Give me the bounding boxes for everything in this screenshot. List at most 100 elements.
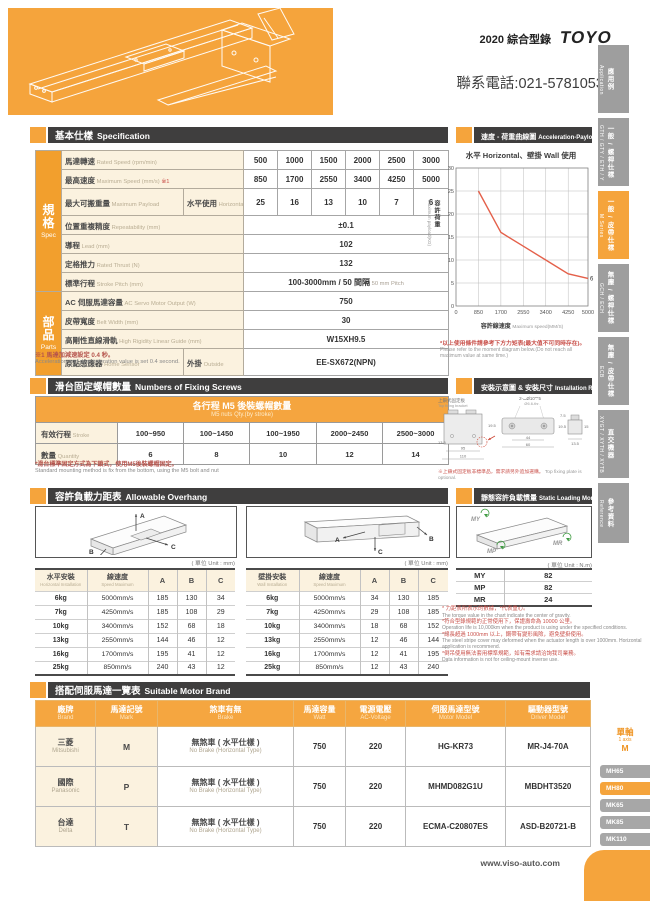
svg-text:5000: 5000 (582, 310, 594, 316)
overhang-data-row: 6kg 5000mm/s 34 130 185 (246, 590, 448, 605)
overhang-value: 12 (359, 646, 389, 661)
website-link[interactable]: www.viso-auto.com (480, 858, 560, 868)
svg-text:6: 6 (590, 276, 594, 282)
install-note-en: Top fixing plate is optional. (438, 470, 582, 481)
spec-value: 750 (243, 291, 450, 311)
svg-text:1700: 1700 (495, 310, 507, 316)
spec-row-label: 位置重複精度 Repeatability (mm) (60, 215, 245, 235)
moment-row: MR 24 (456, 593, 592, 606)
overhang-value: 152 (417, 618, 448, 633)
spec-row-sublabel: 外掛 Outside (182, 348, 245, 376)
motor-model: MHMD082G1U (405, 766, 506, 807)
overhang-load: 6kg (246, 590, 299, 605)
sidebar-tab-6[interactable]: 直交機器 XYGT / XYTH / XYTB (598, 410, 629, 478)
svg-text:850: 850 (474, 310, 483, 316)
overhang-data-row: 25kg 850mm/s 12 43 240 (246, 660, 448, 675)
moment-note-en: The torque value in the chart indicate t… (442, 612, 571, 619)
moment-value: 82 (504, 581, 592, 594)
model-chip-mk85[interactable]: MK85 (600, 816, 650, 829)
motor-voltage: 220 (345, 726, 406, 767)
motor-watt: 750 (293, 766, 346, 807)
tab-label-zh: 參考資料 (606, 498, 613, 528)
sidebar-tab-2[interactable]: 一般 / 螺桿仕樣 GTH / GTY / ETH / Y (598, 118, 629, 186)
overhang-load: 7kg (246, 604, 299, 619)
spec-footnote-zh: ※1 馬達加減速設定 0.4 秒。 (35, 352, 115, 359)
svg-text:A: A (335, 537, 340, 544)
svg-text:2550: 2550 (517, 310, 529, 316)
tab-label-en: GTH / GTY / ETH / Y (598, 124, 604, 181)
fixing-screws-table: 各行程 M5 後裝螺帽數量 M5 nuts Qty.(by stroke) 有效行程… (34, 396, 450, 465)
overhang-value: 12 (359, 632, 389, 647)
spec-row-label: 標準行程 Stroke Pitch (mm) (60, 272, 245, 292)
overhang-speed-header: 線速度 Speed Maximum (86, 569, 148, 591)
spec-value: 2000 (345, 150, 381, 170)
overhang-section-header: 容許負載力距表 Allowable Overhang (30, 488, 448, 504)
section-title-zh: 安裝示意圖 & 安裝尺寸 (481, 385, 553, 392)
svg-text:上鎖式固定板: 上鎖式固定板 (438, 397, 465, 404)
moment-note-en: Operation life is 10,000km when the prod… (442, 625, 628, 632)
tab-label-zh: 一般 / 皮帶仕樣 (606, 198, 613, 252)
moment-axis: MY (456, 568, 505, 582)
model-chip-mk65[interactable]: MK65 (600, 799, 650, 812)
screws-stroke-label: 有效行程 Stroke (35, 422, 118, 444)
sidebar-tab-5[interactable]: 無塵 / 皮帶仕樣 ECB (598, 337, 629, 405)
section-accent (456, 378, 472, 394)
spec-row: 原點感應器 Home Sensor 外掛 Outside EE-SX672(NPN) (36, 348, 450, 376)
sidebar-tab-7[interactable]: 參考資料 Reference (598, 483, 629, 543)
sidebar-tab-1[interactable]: 應用例 Application (598, 45, 629, 113)
sidebar-tab-3[interactable]: 一般 / 皮帶仕樣 M Series (598, 191, 629, 259)
section-title-en: Numbers of Fixing Screws (135, 382, 242, 392)
motor-mark: M (95, 726, 158, 767)
model-chip-mh65[interactable]: MH65 (600, 765, 650, 778)
overhang-value: 41 (176, 646, 206, 661)
overhang-speed: 3400mm/s (298, 618, 360, 633)
sidebar-tab-4[interactable]: 無塵 / 螺桿仕樣 GCH / ECH (598, 264, 629, 332)
chart-note-en: Please refer to the moment diagram below… (440, 347, 573, 359)
stroke-range: 100~1950 (249, 422, 317, 444)
driver-model: ASD-B20721-B (505, 806, 591, 847)
spec-value: 850 (243, 169, 279, 189)
spec-value: EE-SX672(NPN) (243, 348, 450, 376)
svg-text:15: 15 (584, 424, 589, 429)
y-title-en: Maximum payload(KG) (427, 200, 432, 247)
screws-band-row: 各行程 M5 後裝螺帽數量 M5 nuts Qty.(by stroke) (34, 396, 450, 423)
spec-value: 100-3000mm / 50 間隔 50 mm Pitch (243, 272, 450, 292)
spec-row: 高剛性直線滑軌 High Rigidity Linear Guide (mm) W… (36, 329, 450, 349)
model-chip-mk110[interactable]: MK110 (600, 833, 650, 846)
unit-label-mm: ( 單位 Unit : mm) (191, 561, 235, 567)
overhang-data-row: 10kg 3400mm/s 18 68 152 (246, 618, 448, 633)
overhang-speed: 4250mm/s (86, 604, 148, 619)
svg-text:95: 95 (461, 446, 466, 451)
overhang-value: 43 (388, 660, 418, 675)
section-accent (30, 127, 46, 143)
moment-row: MY 82 (456, 568, 592, 582)
overhang-load: 10kg (246, 618, 299, 633)
model-chip-mh80[interactable]: MH80 (600, 782, 650, 795)
chart-y-axis-title: 容許荷重 Maximum payload(KG) (427, 200, 441, 246)
overhang-value: 34 (359, 590, 389, 605)
spec-row: 位置重複精度 Repeatability (mm) ±0.1 (36, 215, 450, 235)
stroke-range: 2500~3000 (381, 422, 450, 444)
overhang-load: 10kg (35, 618, 87, 633)
tab-label-en: XYGT / XYTH / XYTB (598, 415, 604, 474)
motor-watt: 750 (293, 726, 346, 767)
svg-text:B: B (89, 549, 94, 555)
payload-speed-chart: 0 850 1700 2550 3400 4250 5000 0 5 10 15 20 25 30 6 容許線… (448, 166, 594, 330)
tab-label-en: Application (598, 64, 604, 95)
spec-section-header: 基本仕樣 Specification (30, 127, 448, 143)
spec-value: 16 (277, 188, 313, 216)
section-accent (30, 378, 46, 394)
overhang-table-wall: 壁掛安裝 Wall Installation 線速度 Speed Maximum A B C… (246, 568, 448, 676)
section-title-en: Specification (97, 131, 150, 141)
svg-text:20: 20 (448, 212, 454, 218)
overhang-value: 12 (359, 660, 389, 675)
motor-col-header: 煞車有無 Brake (157, 700, 294, 727)
section-title-zh: 搭配伺服馬達一覽表 (55, 686, 141, 697)
moment-table: MY 82 MP 82 MR 24 (456, 568, 592, 607)
motor-col-header: 廠牌 Brand (35, 700, 96, 727)
spec-value: 1500 (311, 150, 347, 170)
